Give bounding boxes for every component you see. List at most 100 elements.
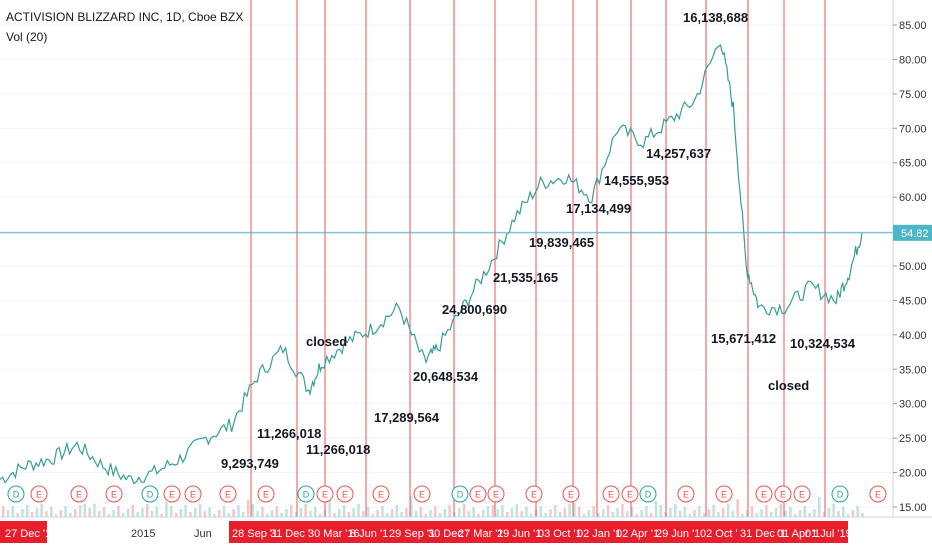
volume-bar-66	[318, 514, 322, 517]
volume-bar-141	[678, 511, 682, 517]
volume-bar-29	[141, 508, 144, 517]
volume-bar-96	[462, 504, 466, 517]
x-axis-label-16: 31 Dec '1	[740, 528, 786, 540]
event-marker-12	[372, 485, 390, 503]
volume-bar-12	[59, 510, 63, 517]
volume-bars	[2, 496, 864, 517]
price-line	[0, 44, 863, 485]
event-marker-11	[336, 485, 354, 503]
volume-bar-50	[242, 512, 245, 517]
volume-bar-179	[861, 513, 864, 517]
event-marker-label-26: E	[799, 490, 805, 500]
event-marker-label-17: E	[531, 490, 537, 500]
volume-bar-36	[174, 513, 178, 517]
volume-bar-116	[558, 512, 562, 517]
volume-bar-139	[669, 508, 672, 517]
volume-bar-173	[832, 504, 835, 517]
volume-bar-18	[88, 508, 91, 517]
volume-bar-87	[419, 507, 423, 517]
volume-bar-137	[659, 505, 663, 517]
volume-bar-121	[582, 514, 586, 517]
event-marker-label-25: E	[780, 490, 786, 500]
volume-bar-83	[400, 512, 403, 517]
volume-bar-176	[846, 514, 850, 517]
x-axis-label-12: 02 Jan '1	[577, 528, 621, 540]
volume-bar-99	[477, 514, 480, 517]
volume-bar-81	[390, 509, 394, 517]
volume-bar-126	[606, 505, 610, 517]
volume-bar-117	[563, 508, 567, 517]
last-price-badge-axis	[893, 224, 932, 241]
annotation-6: 24,800,690	[442, 302, 507, 317]
volume-bar-65	[314, 507, 317, 517]
event-marker-label-7: E	[225, 490, 231, 500]
x-axis-label-0: 27 Dec '10	[5, 528, 57, 540]
event-marker-9	[297, 485, 315, 503]
event-marker-label-13: E	[419, 490, 425, 500]
volume-bar-106	[510, 508, 514, 517]
annotation-8: 19,839,465	[529, 235, 594, 250]
event-marker-0	[7, 485, 25, 503]
volume-bar-74	[357, 504, 360, 517]
volume-bar-175	[842, 507, 845, 517]
volume-bar-109	[525, 507, 528, 517]
volume-bar-62	[299, 508, 303, 517]
annotation-3: 11,266,018	[306, 442, 370, 457]
volume-bar-92	[443, 509, 447, 517]
event-marker-label-5: E	[169, 490, 175, 500]
volume-bar-140	[674, 504, 677, 517]
x-axis-label-11: 03 Oct '1	[538, 528, 582, 540]
last-price-axis-label: 54.82	[901, 228, 929, 240]
event-marker-27	[831, 485, 849, 503]
price-series-down-ticks	[0, 44, 863, 485]
volume-bar-169	[813, 509, 816, 517]
volume-bar-128	[616, 508, 619, 517]
volume-bar-78	[376, 510, 379, 517]
annotation-0: 9,293,749	[221, 456, 279, 471]
volume-bar-85	[410, 496, 413, 517]
volume-bar-44	[213, 514, 216, 517]
event-marker-label-9: D	[303, 490, 310, 500]
annotation-5: 20,648,534	[413, 369, 479, 384]
x-axis-label-17: 01 Apr '1	[777, 528, 820, 540]
volume-bar-37	[179, 509, 183, 517]
x-axis: 27 Dec '10 2015 Jun 28 Sep '131 Dec '30 Mar…	[0, 516, 932, 550]
volume-bar-45	[218, 510, 221, 517]
event-marker-3	[105, 485, 123, 503]
annotation-11: 14,257,637	[646, 146, 711, 161]
volume-bar-131	[630, 507, 634, 517]
event-marker-20	[621, 485, 639, 503]
event-marker-16	[487, 485, 505, 503]
volume-bar-166	[798, 510, 802, 517]
annotation-14: 10,324,534	[790, 336, 856, 351]
volume-bar-146	[702, 513, 706, 517]
volume-bar-119	[573, 503, 576, 517]
volume-bar-161	[774, 508, 778, 517]
y-tick-label-14: 85.00	[899, 20, 927, 32]
volume-bar-34	[165, 502, 168, 517]
y-tick-label-5: 40.00	[899, 330, 927, 342]
volume-bar-20	[98, 511, 101, 517]
volume-bar-101	[486, 506, 490, 517]
volume-bar-1	[6, 510, 10, 517]
event-marker-23	[715, 485, 733, 503]
volume-bar-48	[232, 509, 235, 517]
volume-bar-42	[203, 511, 207, 517]
event-marker-label-10: E	[322, 490, 328, 500]
annotation-10: 14,555,953	[604, 173, 669, 188]
volume-bar-2	[11, 506, 15, 517]
volume-bar-30	[146, 504, 149, 517]
volume-bar-108	[520, 511, 523, 517]
volume-bar-53	[256, 511, 259, 517]
volume-bar-21	[102, 507, 106, 517]
volume-bar-79	[381, 506, 384, 517]
event-marker-label-21: D	[645, 490, 652, 500]
volume-bar-16	[78, 505, 82, 517]
volume-bar-118	[568, 504, 571, 517]
volume-bar-90	[434, 506, 437, 517]
y-tick-label-0: 15.00	[899, 502, 927, 514]
volume-bar-151	[726, 504, 730, 517]
volume-bar-8	[40, 504, 43, 517]
event-marker-10	[316, 485, 334, 503]
